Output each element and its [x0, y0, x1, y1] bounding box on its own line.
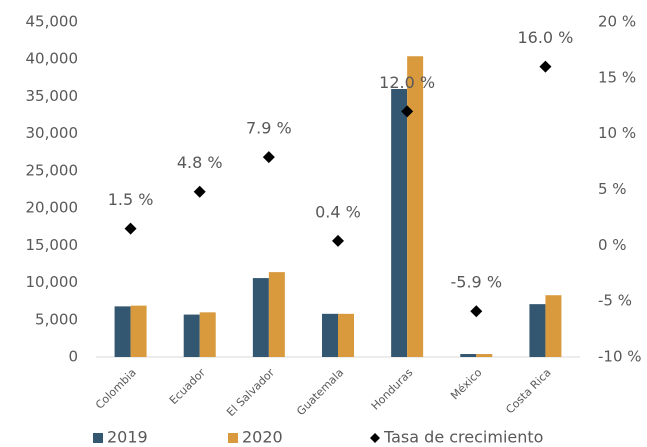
y-tick-label: 45,000: [26, 13, 79, 31]
y2-tick-label: -10 %: [598, 348, 642, 366]
y-tick-label: 30,000: [26, 124, 79, 142]
bar: [130, 305, 147, 357]
y-tick-label: 40,000: [26, 50, 79, 68]
y2-tick-label: 0 %: [598, 236, 627, 254]
marker: [332, 234, 344, 247]
x-tick-label: Honduras: [369, 366, 416, 413]
legend-label: 2019: [107, 428, 148, 447]
bar: [252, 278, 269, 357]
marker: [262, 151, 275, 164]
bar: [545, 295, 562, 357]
x-tick-label: El Salvador: [224, 366, 277, 419]
legend-swatch: [93, 433, 103, 443]
x-tick-label: México: [448, 366, 485, 403]
y-tick-label: 5,000: [35, 310, 78, 328]
bar: [114, 306, 131, 357]
marker: [401, 105, 414, 118]
y2-tick-label: -5 %: [598, 292, 632, 310]
x-tick-label: Ecuador: [167, 366, 208, 407]
data-label: 0.4 %: [315, 202, 361, 221]
bar: [268, 272, 285, 357]
y2-tick-label: 20 %: [598, 13, 636, 31]
bar: [322, 313, 338, 357]
y-tick-label: 35,000: [26, 87, 79, 105]
y2-tick-label: 10 %: [598, 124, 636, 142]
y-tick-label: 0: [68, 348, 78, 366]
bar: [199, 312, 216, 357]
x-tick-label: Guatemala: [294, 366, 346, 418]
data-label: 7.9 %: [246, 119, 292, 138]
legend-swatch: [228, 433, 238, 443]
data-label: 4.8 %: [177, 153, 223, 172]
x-tick-label: Colombia: [93, 366, 139, 412]
marker: [539, 60, 552, 73]
data-label: 16.0 %: [517, 28, 573, 47]
bar: [529, 304, 546, 357]
marker: [193, 185, 206, 198]
y-tick-label: 20,000: [26, 199, 79, 217]
data-label: -5.9 %: [451, 273, 503, 292]
data-label: 12.0 %: [379, 73, 435, 92]
y-tick-label: 10,000: [26, 273, 79, 291]
y2-tick-label: 15 %: [598, 68, 636, 86]
bar: [183, 314, 200, 357]
marker: [470, 305, 483, 318]
data-label: 1.5 %: [108, 190, 154, 209]
y-tick-label: 15,000: [26, 236, 79, 254]
y2-tick-label: 5 %: [598, 180, 627, 198]
legend-label: 2020: [242, 428, 283, 447]
bar: [391, 89, 408, 357]
y-tick-label: 25,000: [26, 161, 79, 179]
marker: [124, 222, 137, 235]
bar: [476, 354, 493, 357]
bar: [407, 56, 424, 357]
bar: [338, 313, 354, 357]
bar: [460, 354, 477, 357]
legend-label: Tasa de crecimiento: [383, 428, 543, 447]
x-tick-label: Costa Rica: [503, 366, 553, 416]
legend-marker: [370, 433, 380, 443]
